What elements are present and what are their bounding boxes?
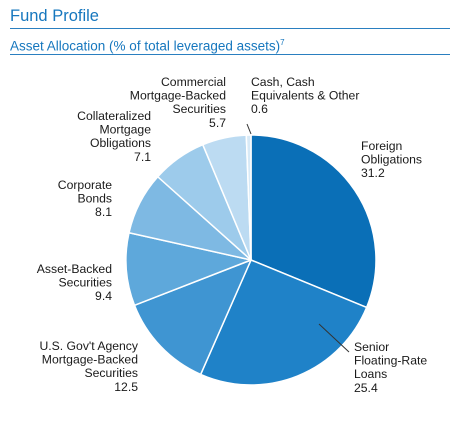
slice-value-label: 8.1 [95,205,112,219]
slice-category-label: Mortgage-Backed [42,353,138,367]
slice-category-label: Securities [84,366,138,380]
slice-category-label: Securities [172,102,226,116]
slice-category-label: Cash, Cash [251,75,315,89]
slice-category-label: Foreign [361,139,402,153]
slice-value-label: 5.7 [209,116,226,130]
chart-subtitle: Asset Allocation (% of total leveraged a… [10,34,450,55]
leader-line [246,123,252,135]
slice-category-label: Mortgage-Backed [130,89,226,103]
slice-value-label: 9.4 [95,289,112,303]
slice-label: Foreign Obligations 31.2 [361,139,422,180]
slice-category-label: Obligations [90,136,151,150]
pie-slice [133,259,252,376]
slice-category-label: U.S. Gov't Agency [39,339,138,353]
slice-label: Corporate Bonds 8.1 [58,178,112,219]
slice-value-label: 12.5 [114,380,138,394]
slice-value-label: 31.2 [361,166,385,180]
slice-category-label: Mortgage [100,123,152,137]
footnote-marker: 7 [280,38,285,47]
slice-label: U.S. Gov't Agency Mortgage-Backed Securiti… [39,339,138,394]
fund-profile-header: Fund Profile Asset Allocation (% of tota… [10,6,450,55]
slice-label: Collateralized Mortgage Obligations 7.1 [77,109,151,164]
slice-category-label: Securities [58,276,112,290]
pie-slice [245,134,252,261]
slice-category-label: Bonds [77,192,112,206]
slice-category-label: Senior [354,340,389,354]
leader-line [318,323,350,353]
slice-label: Commercial Mortgage-Backed Securities 5.7 [130,75,226,130]
pie-slice [250,134,377,309]
chart-subtitle-text: Asset Allocation (% of total leveraged a… [10,38,281,54]
slice-value-label: 7.1 [134,150,151,164]
slice-label: Asset-Backed Securities 9.4 [37,262,112,303]
slice-category-label: Equivalents & Other [251,89,359,103]
slice-category-label: Floating-Rate [354,354,427,368]
slice-label: Cash, Cash Equivalents & Other 0.6 [251,75,359,116]
slice-label: Senior Floating-Rate Loans 25.4 [354,340,427,395]
page-title: Fund Profile [10,6,450,29]
slice-value-label: 25.4 [354,381,378,395]
slice-category-label: Corporate [58,178,112,192]
slice-value-label: 0.6 [251,102,268,116]
slice-category-label: Collateralized [77,109,151,123]
slice-category-label: Obligations [361,153,422,167]
slice-category-label: Asset-Backed [37,262,112,276]
slice-category-label: Commercial [161,75,226,89]
pie-slice [199,259,368,386]
slice-category-label: Loans [354,367,387,381]
